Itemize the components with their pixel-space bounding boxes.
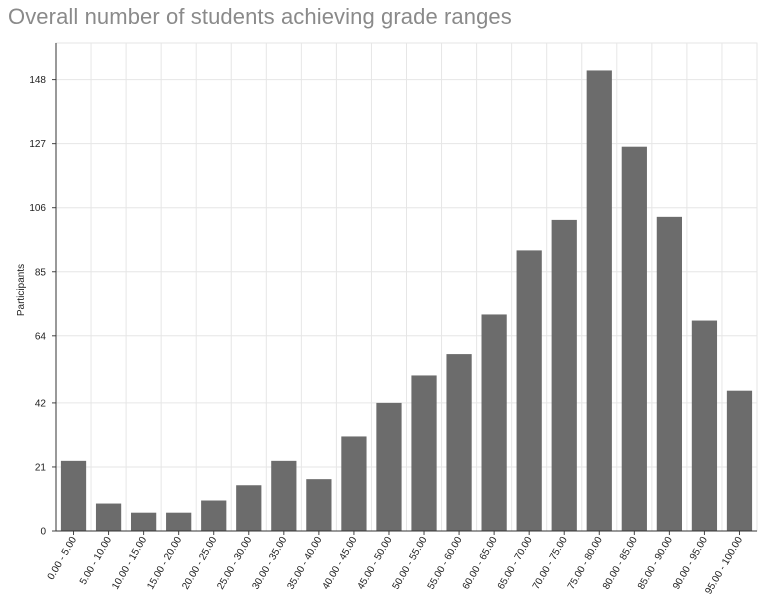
bar-19: [691, 320, 718, 531]
x-tick-label: 65.00 - 70.00: [496, 535, 535, 592]
bar-20: [726, 390, 753, 531]
x-tick-label: 45.00 - 50.00: [356, 535, 395, 592]
bar-14: [516, 250, 542, 531]
bar-2: [95, 503, 122, 531]
bar-15: [551, 219, 577, 531]
grid-lines: [55, 42, 758, 532]
bar-9: [341, 436, 367, 531]
bar-10: [376, 402, 402, 531]
x-tick-label: 60.00 - 65.00: [461, 535, 500, 592]
y-tick-label: 85: [35, 267, 47, 278]
x-tick-label: 55.00 - 60.00: [426, 535, 465, 592]
bar-1: [60, 460, 87, 531]
y-tick-label: 127: [29, 139, 46, 150]
x-tick-label: 10.00 - 15.00: [110, 535, 149, 592]
bar-13: [481, 314, 507, 531]
x-tick-label: 30.00 - 35.00: [250, 535, 289, 592]
bar-11: [411, 375, 437, 531]
bar-18: [656, 216, 682, 531]
y-tick-label: 21: [35, 462, 47, 473]
x-tick-label: 20.00 - 25.00: [180, 535, 219, 592]
bar-3: [131, 512, 157, 531]
bars: [60, 70, 753, 531]
x-tick-label: 85.00 - 90.00: [636, 535, 675, 592]
bar-8: [306, 479, 332, 531]
y-tick-label: 0: [40, 527, 46, 538]
y-tick-label: 42: [35, 398, 47, 409]
bar-6: [236, 485, 262, 531]
x-tick-label: 40.00 - 45.00: [321, 535, 360, 592]
bar-4: [166, 512, 192, 531]
y-axis-title: Participants: [16, 264, 27, 316]
x-tick-label: 75.00 - 80.00: [566, 535, 605, 592]
x-tick-label: 95.00 - 100.00: [703, 535, 745, 597]
x-tick-label: 80.00 - 85.00: [601, 535, 640, 592]
chart-title: Overall number of students achieving gra…: [8, 4, 512, 29]
x-tick-label: 0.00 - 5.00: [46, 535, 80, 582]
bar-12: [446, 354, 472, 531]
bar-5: [201, 500, 227, 531]
x-tick-label: 5.00 - 10.00: [78, 535, 114, 587]
y-tick-label: 148: [29, 75, 46, 86]
x-tick-label: 90.00 - 95.00: [671, 535, 710, 592]
x-tick-label: 15.00 - 20.00: [145, 535, 184, 592]
x-tick-label: 50.00 - 55.00: [391, 535, 430, 592]
y-tick-label: 64: [35, 331, 47, 342]
x-tick-label: 70.00 - 75.00: [531, 535, 570, 592]
y-tick-label: 106: [29, 203, 46, 214]
bar-17: [621, 146, 647, 531]
x-tick-label: 25.00 - 30.00: [215, 535, 254, 592]
bar-16: [586, 70, 612, 531]
bar-7: [271, 460, 297, 531]
x-tick-label: 35.00 - 40.00: [285, 535, 324, 592]
